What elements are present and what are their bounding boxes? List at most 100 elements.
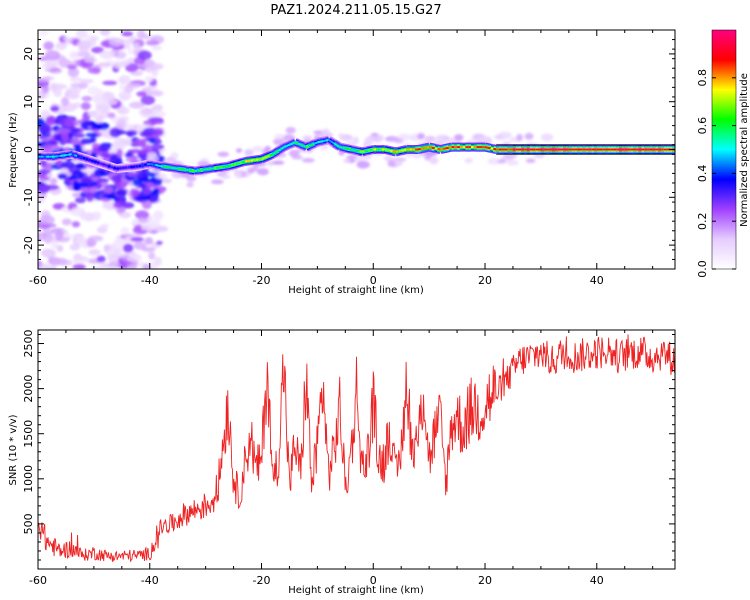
heatmap-cell [108, 265, 118, 269]
heatmap-cell [266, 160, 275, 166]
heatmap-cell [99, 262, 111, 268]
heatmap-ridge-segment [76, 155, 81, 158]
heatmap-cell [39, 124, 51, 133]
heatmap-cell [96, 255, 106, 263]
heatmap-cell [137, 50, 152, 60]
heatmap-cell [50, 177, 58, 185]
heatmap-cell [81, 95, 93, 102]
x-tick-label: -40 [141, 274, 159, 287]
heatmap-cell [234, 171, 242, 179]
colorbar-tick-label: 0.2 [696, 212, 709, 230]
heatmap-cell [45, 115, 57, 126]
heatmap-cell [148, 196, 157, 203]
heatmap-cell [140, 95, 155, 106]
heatmap-cell [41, 248, 56, 258]
heatmap-cell [95, 178, 110, 183]
heatmap-cell [45, 57, 59, 68]
heatmap-ridge-segment [283, 144, 288, 149]
heatmap-cell [88, 235, 104, 242]
heatmap-ridge-segment [484, 146, 489, 149]
heatmap-cell [120, 227, 130, 236]
heatmap-cell [142, 263, 151, 269]
heatmap-cell [152, 188, 160, 194]
heatmap-ridge-segment [426, 146, 430, 149]
heatmap-ridge-segment [274, 149, 280, 154]
heatmap-cell [118, 90, 132, 101]
heatmap-cell [42, 226, 52, 235]
heatmap-cell [38, 176, 51, 181]
snr-panel: -60 -40 -20 0 20 40 500 1000 1500 2000 2500 Height… [8, 329, 676, 596]
heatmap-cell [210, 179, 224, 185]
heatmap-ridge [38, 135, 675, 176]
heatmap-cell [138, 34, 151, 39]
heatmap-cell [101, 98, 118, 106]
heatmap-cell [77, 51, 91, 58]
colorbar-label: Normalized spectral amplitude [739, 73, 750, 227]
heatmap-cell [148, 137, 157, 144]
heatmap-ridge-segment [110, 165, 115, 169]
heatmap-cell [96, 122, 110, 131]
x-tick-label: 20 [478, 574, 492, 587]
heatmap-ridge-segment [487, 146, 492, 150]
y-tick-label: 1500 [22, 420, 35, 448]
heatmap-ridge-segment [434, 147, 439, 150]
heatmap-cell [274, 134, 286, 140]
heatmap-ridge-segment [303, 144, 307, 149]
heatmap-cell [109, 127, 122, 138]
x-tick-label: -20 [253, 274, 271, 287]
y-tick-label: 20 [22, 47, 35, 61]
heatmap-cell [186, 181, 194, 188]
heatmap-cell [58, 58, 72, 68]
heatmap-ridge-segment [322, 139, 327, 143]
heatmap-cell [424, 135, 436, 143]
heatmap-cell [79, 211, 87, 220]
heatmap-cell [155, 173, 167, 180]
snr-plot-area [38, 334, 675, 563]
heatmap-cell [525, 158, 536, 164]
heatmap-cell [161, 178, 173, 184]
heatmap-ridge-segment [389, 149, 394, 153]
heatmap-cell [291, 155, 303, 160]
heatmap-cell [38, 89, 44, 99]
colorbar-tick-label: 0.0 [696, 260, 709, 278]
heatmap-cell [39, 31, 49, 36]
heatmap-cell [116, 148, 123, 159]
heatmap-ridge-segment [138, 164, 142, 168]
heatmap-cell [97, 143, 112, 152]
heatmap-cell [147, 171, 156, 177]
heatmap-cell [138, 182, 146, 188]
heatmap-ridge-segment [356, 149, 360, 153]
heatmap-cell [50, 106, 60, 112]
heatmap-ridge-segment [330, 140, 336, 145]
colorbar-tick-label: 0.6 [696, 117, 709, 135]
y-tick-label: -20 [22, 236, 35, 254]
heatmap-cell [91, 46, 104, 54]
heatmap-ridge-segment [272, 151, 277, 156]
heatmap-ridge-segment [317, 140, 321, 144]
heatmap-cell [142, 187, 152, 196]
heatmap-ridge-segment [297, 142, 302, 146]
heatmap-cell [151, 44, 162, 51]
heatmap-cell [153, 225, 169, 232]
heatmap-cell [346, 154, 357, 160]
heatmap-cell [257, 168, 269, 176]
heatmap-cell [115, 188, 128, 197]
heatmap-cell [44, 236, 52, 245]
heatmap-cell [124, 152, 132, 158]
x-tick-label: 0 [370, 274, 377, 287]
heatmap-cell [394, 138, 404, 144]
colorbar-tick-label: 0.8 [696, 69, 709, 87]
heatmap-ridge-segment [387, 149, 391, 152]
heatmap-ridge-segment [88, 158, 92, 162]
heatmap-cell [540, 133, 554, 142]
heatmap-cell [127, 130, 134, 138]
heatmap-ridge-segment [401, 149, 405, 152]
heatmap-ridge-segment [353, 149, 358, 152]
heatmap-cell [99, 30, 111, 36]
spectrogram-panel: -60 -40 -20 0 20 40 -20 -10 0 10 20 Height of stra… [8, 29, 676, 296]
heatmap-cell [454, 134, 464, 142]
heatmap-ridge-segment [101, 163, 106, 166]
heatmap-cell [71, 221, 81, 228]
heatmap-ridge-segment [227, 164, 232, 168]
heatmap-cell [137, 217, 149, 224]
